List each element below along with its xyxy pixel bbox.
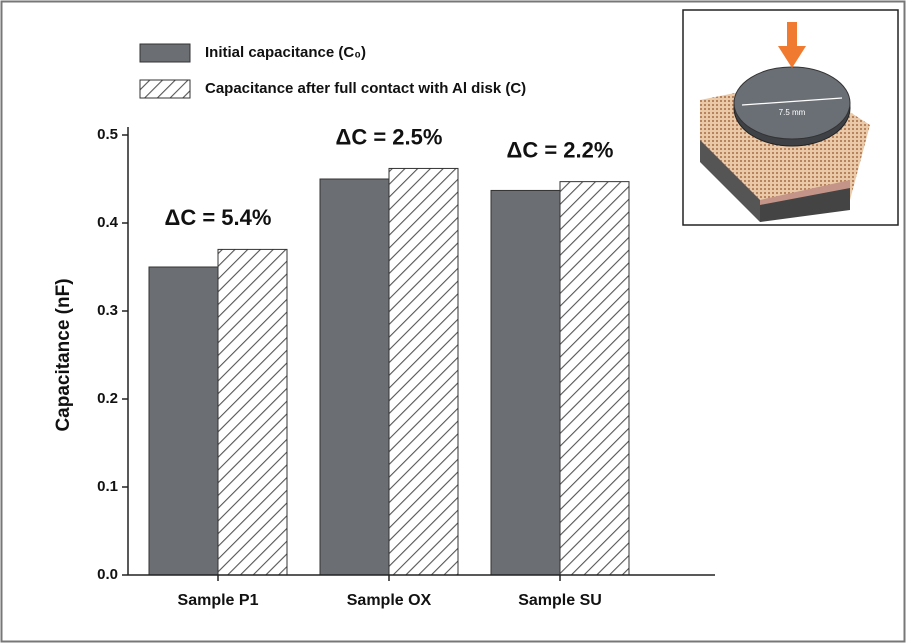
- legend-label: Capacitance after full contact with Al d…: [205, 80, 526, 97]
- x-tick-label: Sample OX: [347, 592, 432, 609]
- y-tick-label: 0.1: [97, 478, 118, 495]
- bar: [217, 248, 288, 576]
- y-tick-label: 0.3: [97, 302, 118, 319]
- y-tick-label: 0.5: [97, 126, 118, 143]
- y-tick-label: 0.4: [97, 214, 119, 231]
- y-tick-label: 0.2: [97, 390, 118, 407]
- bar: [490, 189, 561, 576]
- inset: 7.5 mm: [682, 9, 899, 226]
- x-tick-label: Sample SU: [518, 592, 602, 609]
- y-axis-title: Capacitance (nF): [53, 278, 74, 431]
- bar: [319, 178, 390, 576]
- inset-label: 7.5 mm: [779, 108, 806, 117]
- bar: [388, 167, 459, 576]
- bar: [148, 266, 219, 576]
- y-tick-label: 0.0: [97, 566, 118, 583]
- legend-swatch: [139, 43, 191, 63]
- legend-swatch: [139, 79, 191, 99]
- annotation: ΔC = 2.2%: [507, 137, 614, 162]
- x-tick-label: Sample P1: [178, 592, 259, 609]
- annotation: ΔC = 5.4%: [165, 205, 272, 230]
- bar: [559, 181, 630, 576]
- annotation: ΔC = 2.5%: [336, 124, 443, 149]
- legend-label: Initial capacitance (C₀): [205, 44, 366, 61]
